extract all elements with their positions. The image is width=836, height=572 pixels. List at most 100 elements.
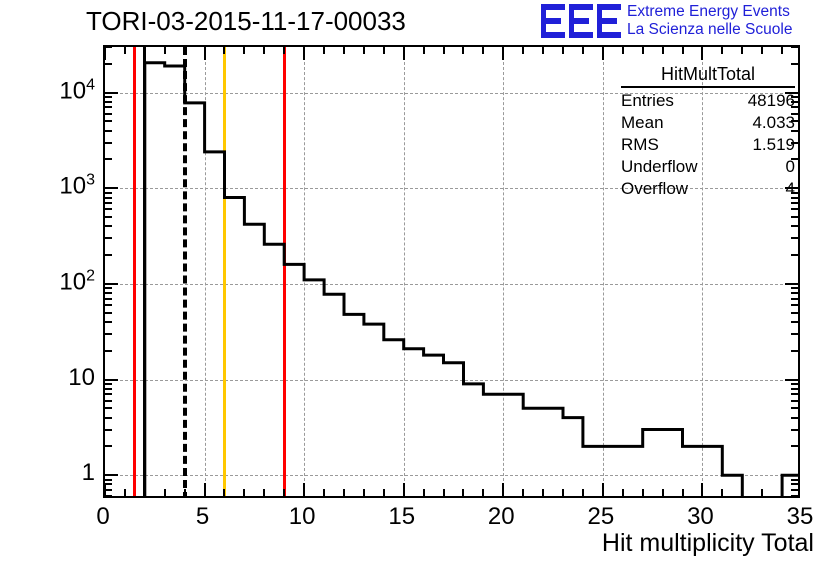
y-axis-tick	[105, 208, 112, 211]
x-tick-label: 20	[487, 503, 515, 530]
x-axis-tick	[422, 489, 425, 496]
x-axis-tick-top	[243, 47, 246, 54]
x-axis-tick-top	[203, 47, 206, 60]
x-axis-tick-top	[721, 47, 724, 54]
histogram-series	[143, 61, 798, 496]
eee-logo-text: Extreme Energy Events La Scienza nelle S…	[627, 3, 792, 39]
y-axis-tick	[105, 287, 112, 290]
gridline-horizontal	[105, 283, 798, 285]
y-axis-tick	[105, 349, 112, 352]
x-axis-tick	[621, 489, 624, 496]
x-axis-tick-top	[163, 47, 166, 54]
x-axis-tick	[342, 489, 345, 496]
x-axis-tick-top	[641, 47, 644, 54]
stats-box-title: HitMultTotal	[621, 64, 795, 88]
x-axis-tick	[661, 489, 664, 496]
y-axis-tick	[105, 332, 112, 335]
eee-logo-line2: La Scienza nelle Scuole	[627, 21, 793, 38]
x-axis-tick-top	[681, 47, 684, 54]
x-axis-tick	[303, 483, 306, 496]
y-axis-tick-right	[791, 445, 798, 448]
y-axis-tick-right	[791, 416, 798, 419]
x-axis-tick-top	[601, 47, 604, 60]
x-tick-label: 30	[687, 503, 714, 530]
x-axis-tick-top	[303, 47, 306, 60]
y-axis-tick	[105, 187, 118, 190]
y-axis-tick-right	[791, 495, 798, 496]
y-tick-label-base: 10	[59, 77, 87, 105]
y-axis-tick	[105, 320, 112, 323]
x-axis-tick-top	[522, 47, 525, 54]
x-axis-tick-top	[781, 47, 784, 54]
x-axis-tick	[502, 483, 505, 496]
x-axis-tick	[681, 489, 684, 496]
eee-logo: Extreme Energy Events La Scienza nelle S…	[541, 2, 833, 42]
y-axis-tick	[105, 191, 112, 194]
y-tick-label-base: 1	[81, 459, 95, 487]
y-axis-tick	[105, 216, 112, 219]
y-axis-tick-right	[791, 332, 798, 335]
x-axis-tick	[581, 489, 584, 496]
x-axis-tick-top	[621, 47, 624, 54]
x-axis-tick-top	[323, 47, 326, 54]
x-tick-label: 0	[96, 503, 110, 530]
x-axis-tick	[402, 483, 405, 496]
x-tick-label: 25	[587, 503, 615, 530]
y-axis-tick	[105, 112, 112, 115]
y-axis-tick	[105, 96, 112, 98]
x-axis-tick	[283, 489, 286, 496]
y-tick-label: 104	[59, 76, 95, 105]
y-axis-tick	[105, 225, 112, 228]
y-tick-label-base: 10	[68, 363, 95, 391]
x-axis-tick-top	[542, 47, 545, 54]
x-axis-tick-top	[402, 47, 405, 60]
x-axis-tick-top	[502, 47, 505, 60]
y-tick-label-exponent: 3	[86, 171, 95, 189]
stats-row-key: RMS	[621, 135, 659, 154]
stats-row: RMS 1.519	[617, 134, 799, 156]
stats-row-key: Entries	[621, 91, 674, 110]
x-axis-tick	[522, 489, 525, 496]
y-axis-tick-right	[791, 399, 798, 402]
x-axis-tick-top	[701, 47, 704, 60]
x-axis-tick	[143, 489, 146, 496]
y-axis-tick-right	[791, 287, 798, 290]
stats-row: Entries 48196	[617, 90, 799, 112]
y-axis-tick-right	[791, 478, 798, 481]
x-axis-tick	[442, 489, 445, 496]
y-axis-tick-right	[791, 237, 798, 240]
gridline-horizontal	[105, 92, 798, 94]
x-axis-tick	[562, 489, 565, 496]
plot-area	[105, 47, 798, 496]
x-axis-tick-top	[661, 47, 664, 54]
x-axis-tick-top	[263, 47, 266, 54]
x-axis-tick	[721, 489, 724, 496]
y-axis-tick-right	[791, 141, 798, 144]
x-axis-tick	[542, 489, 545, 496]
y-axis-tick	[105, 100, 112, 103]
y-axis-tick	[105, 445, 112, 448]
gridline-vertical	[702, 47, 704, 496]
y-axis-tick	[105, 387, 112, 390]
y-axis-tick	[105, 237, 112, 240]
x-tick-label: 35	[786, 503, 814, 530]
y-axis-tick-right	[791, 62, 798, 65]
y-axis-tick-right	[791, 106, 798, 109]
stats-box: HitMultTotal Entries 48196 Mean 4.033 RMS 1.5…	[617, 64, 799, 209]
gridline-vertical	[602, 47, 604, 496]
gridline-vertical	[204, 47, 206, 496]
y-axis-tick	[105, 382, 112, 385]
y-axis-tick-right	[791, 100, 798, 103]
stats-row-value: 0	[785, 157, 795, 176]
y-axis-tick-right	[791, 216, 798, 219]
x-axis-tick-top	[581, 47, 584, 54]
y-axis-tick-right	[785, 282, 798, 285]
stats-row-value: 4.033	[752, 113, 795, 132]
y-axis-tick	[105, 129, 112, 132]
x-axis-tick	[163, 489, 166, 496]
y-axis-tick-right	[785, 187, 798, 190]
y-tick-label: 10	[68, 364, 95, 392]
x-axis-tick	[223, 489, 226, 496]
x-axis-tick	[641, 489, 644, 496]
